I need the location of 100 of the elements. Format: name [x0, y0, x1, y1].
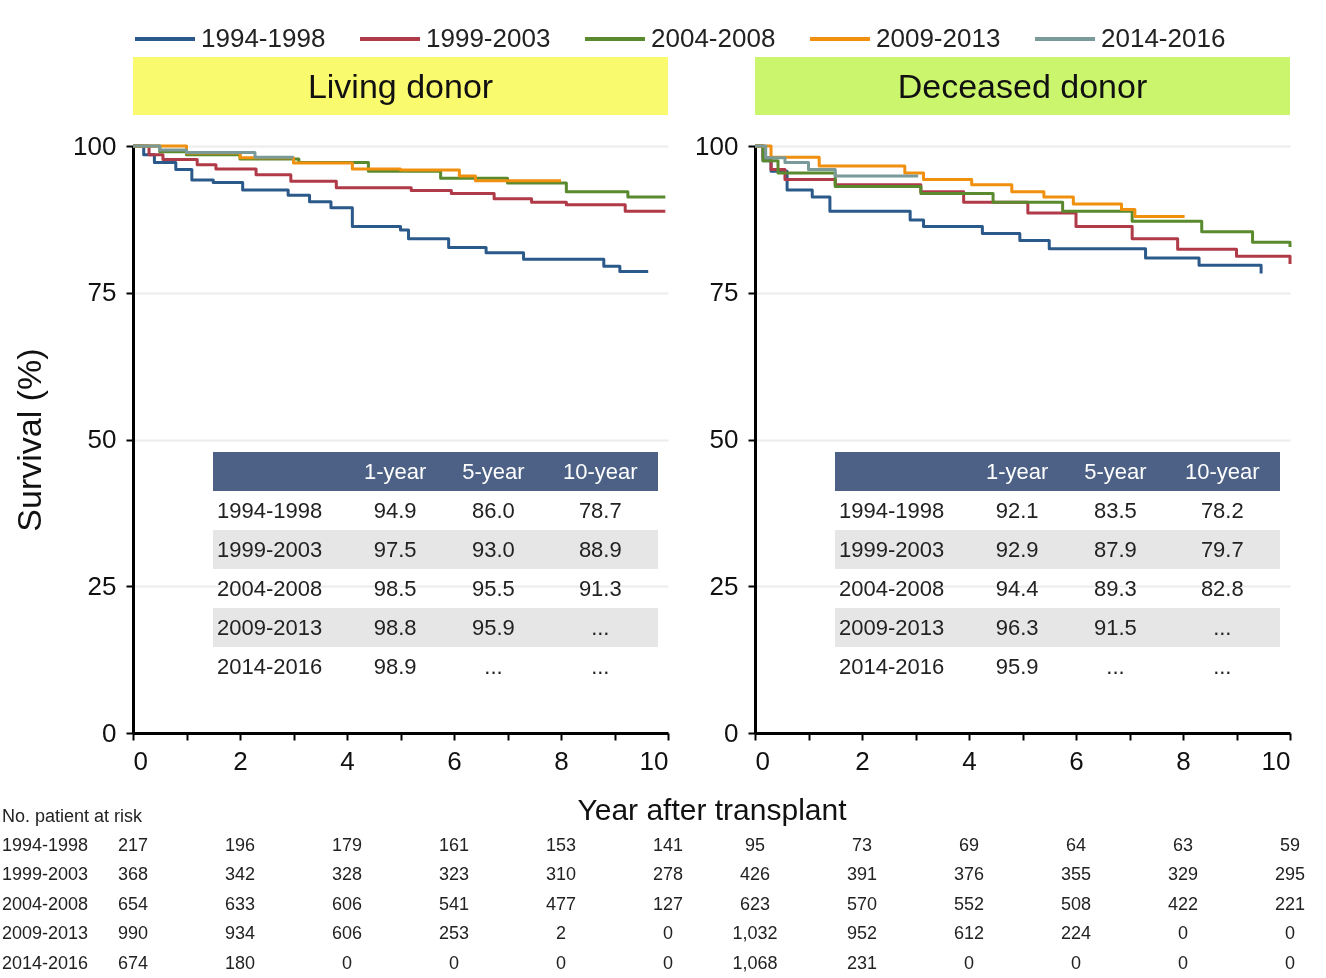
y-tick-label: 0 — [724, 717, 739, 748]
text: 674 — [117, 952, 149, 974]
y-tick-label: 50 — [709, 424, 739, 454]
legend-label: 2009-2013 — [876, 23, 1001, 53]
text: 1999-2003 — [2, 864, 89, 886]
text: 541 — [438, 893, 470, 915]
text: 633 — [224, 893, 256, 915]
text: 606 — [331, 893, 363, 915]
annotation: ... — [1164, 608, 1280, 647]
annotation: ... — [1105, 652, 1126, 681]
text: 0 — [555, 952, 567, 974]
x-tick-label: 4 — [340, 745, 355, 776]
annotation: 2004-2008 — [216, 574, 324, 603]
text: 0 — [662, 923, 674, 945]
text: 934 — [224, 923, 256, 945]
y-tick-label: 100 — [73, 130, 117, 161]
annotation: 96.3 — [968, 608, 1067, 647]
text: 231 — [846, 952, 878, 974]
annotation: 89.3 — [1093, 574, 1138, 603]
text: 508 — [1060, 893, 1092, 915]
x-tick-label: 8 — [554, 745, 569, 776]
y-tick-label: 25 — [709, 570, 739, 601]
text: 2 — [555, 923, 567, 945]
text: 141 — [652, 835, 684, 856]
text: 0 — [1284, 952, 1296, 974]
x-tick-label: 4 — [962, 745, 977, 776]
x-tick-label: 0 — [133, 745, 148, 776]
annotation: 93.0 — [444, 530, 543, 569]
text: 0 — [341, 952, 353, 974]
text: 0 — [1070, 952, 1082, 974]
text: 368 — [117, 864, 149, 886]
text: 2014-2016 — [2, 952, 89, 974]
text: 323 — [438, 864, 470, 886]
annotation: 78.7 — [577, 496, 623, 525]
text: 69 — [958, 835, 980, 856]
y-tick-label: 0 — [102, 717, 117, 748]
text: 0 — [662, 952, 674, 974]
text: 1,068 — [732, 952, 778, 974]
annotation: 95.9 — [444, 608, 543, 647]
annotation: 98.8 — [346, 608, 445, 647]
chart-title: Deceased donor — [755, 57, 1290, 115]
text: 127 — [652, 893, 684, 915]
text: 0 — [1177, 952, 1189, 974]
text: 0 — [1284, 923, 1296, 945]
text: 64 — [1065, 835, 1087, 856]
text: 0 — [963, 952, 975, 974]
text: 391 — [846, 864, 878, 886]
text: 606 — [331, 923, 363, 945]
text: 426 — [739, 864, 771, 886]
text: 2004-2008 — [2, 893, 89, 915]
text: 612 — [953, 923, 985, 945]
text: 654 — [117, 893, 149, 915]
annotation: 2014-2016 — [216, 652, 324, 681]
y-axis-title: Survival (%) — [9, 348, 48, 532]
text: 161 — [438, 835, 470, 856]
text: 570 — [846, 893, 878, 915]
annotation: 1-year — [968, 452, 1067, 491]
x-axis-title: Year after transplant — [577, 792, 848, 826]
y-tick-label: 75 — [709, 277, 739, 308]
x-tick-label: 8 — [1176, 745, 1191, 776]
text: 153 — [545, 835, 577, 856]
text: 217 — [117, 835, 149, 856]
text: 196 — [224, 835, 256, 856]
text: 1,032 — [732, 923, 778, 945]
annotation: 2009-2013 — [835, 608, 968, 647]
annotation: 91.3 — [577, 574, 623, 603]
annotation: 97.5 — [346, 530, 445, 569]
annotation: 2009-2013 — [213, 608, 346, 647]
annotation: 91.5 — [1066, 608, 1165, 647]
annotation: 1994-1998 — [216, 496, 324, 525]
annotation: ... — [590, 652, 611, 681]
x-tick-label: 0 — [755, 745, 770, 776]
text: 952 — [846, 923, 878, 945]
annotation: 87.9 — [1066, 530, 1165, 569]
text: 355 — [1060, 864, 1092, 886]
text: 1994-1998 — [2, 835, 89, 856]
annotation: 5-year — [1066, 452, 1165, 491]
x-tick-label: 6 — [1069, 745, 1084, 776]
annotation: ... — [483, 652, 504, 681]
y-tick-label: 100 — [695, 130, 739, 161]
annotation: 1994-1998 — [838, 496, 946, 525]
annotation: 94.4 — [994, 574, 1040, 603]
x-tick-label: 2 — [855, 745, 870, 776]
annotation: 82.8 — [1199, 574, 1245, 603]
annotation: 98.9 — [372, 652, 418, 681]
text: 63 — [1172, 835, 1194, 856]
y-tick-label: 50 — [87, 424, 117, 454]
legend-label: 2014-2016 — [1101, 23, 1226, 53]
annotation: 2004-2008 — [838, 574, 946, 603]
text: 2009-2013 — [2, 923, 89, 945]
annotation: 83.5 — [1093, 496, 1138, 525]
annotation: 10-year — [542, 452, 658, 491]
text: 0 — [1177, 923, 1189, 945]
annotation: 10-year — [1164, 452, 1280, 491]
legend-label: 2004-2008 — [651, 23, 776, 53]
text: 253 — [438, 923, 470, 945]
text: 552 — [953, 893, 985, 915]
text: 990 — [117, 923, 149, 945]
legend-label: 1999-2003 — [426, 23, 551, 53]
text: 422 — [1167, 893, 1199, 915]
